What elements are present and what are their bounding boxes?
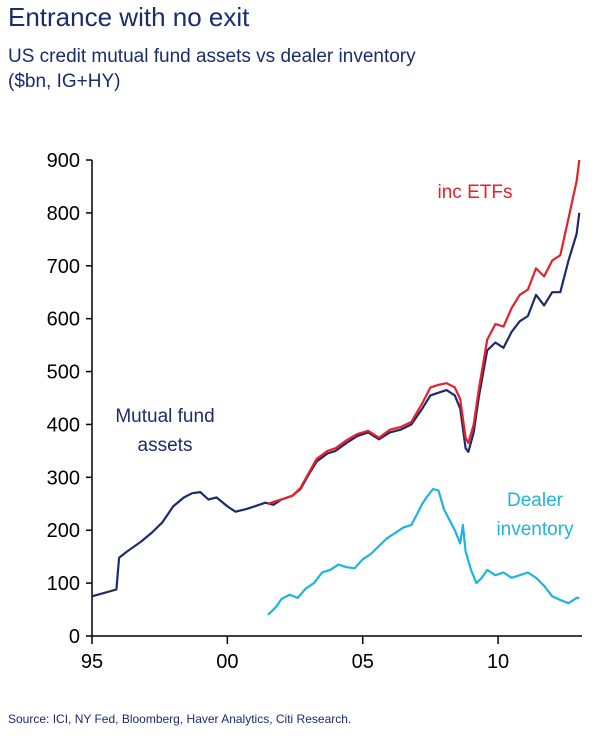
y-tick-label: 0 bbox=[69, 626, 80, 648]
subtitle-line-1: US credit mutual fund assets vs dealer i… bbox=[8, 46, 416, 67]
x-tick-label: 00 bbox=[216, 651, 238, 673]
inc-etfs-label: inc ETFs bbox=[438, 182, 513, 203]
y-tick-label: 400 bbox=[47, 414, 80, 436]
y-tick-label: 700 bbox=[47, 256, 80, 278]
mutual-fund-assets-label: Mutual fund bbox=[115, 406, 214, 427]
dealer-inventory-line bbox=[267, 487, 580, 616]
inc-etfs-line bbox=[267, 159, 581, 505]
chart-annotations: Mutual fund assets inc ETFs Dealer inventory bbox=[115, 182, 574, 540]
chart-axes: 0 100 200 300 400 500 600 700 800 900 95 00 05 10 bbox=[47, 150, 582, 673]
mutual-fund-assets-line bbox=[91, 212, 581, 598]
mutual-fund-assets-label-line2: assets bbox=[138, 435, 193, 456]
y-tick-label: 200 bbox=[47, 520, 80, 542]
y-tick-label: 300 bbox=[47, 467, 80, 489]
x-tick-label: 10 bbox=[487, 651, 509, 673]
y-tick-label: 100 bbox=[47, 573, 80, 595]
y-tick-label: 900 bbox=[47, 150, 80, 172]
subtitle-line-2: ($bn, IG+HY) bbox=[8, 71, 121, 92]
source-note: Source: ICI, NY Fed, Bloomberg, Haver An… bbox=[8, 712, 352, 726]
y-tick-label: 500 bbox=[47, 362, 80, 384]
x-tick-label: 05 bbox=[352, 651, 374, 673]
y-tick-label: 600 bbox=[47, 309, 80, 331]
chart-series bbox=[91, 159, 581, 616]
x-tick-label: 95 bbox=[81, 651, 103, 673]
dealer-inventory-label-line2: inventory bbox=[496, 519, 574, 540]
dealer-inventory-label: Dealer bbox=[507, 490, 564, 511]
chart-subtitle: US credit mutual fund assets vs dealer i… bbox=[8, 44, 416, 94]
chart-title: Entrance with no exit bbox=[8, 2, 250, 32]
y-tick-label: 800 bbox=[47, 203, 80, 225]
